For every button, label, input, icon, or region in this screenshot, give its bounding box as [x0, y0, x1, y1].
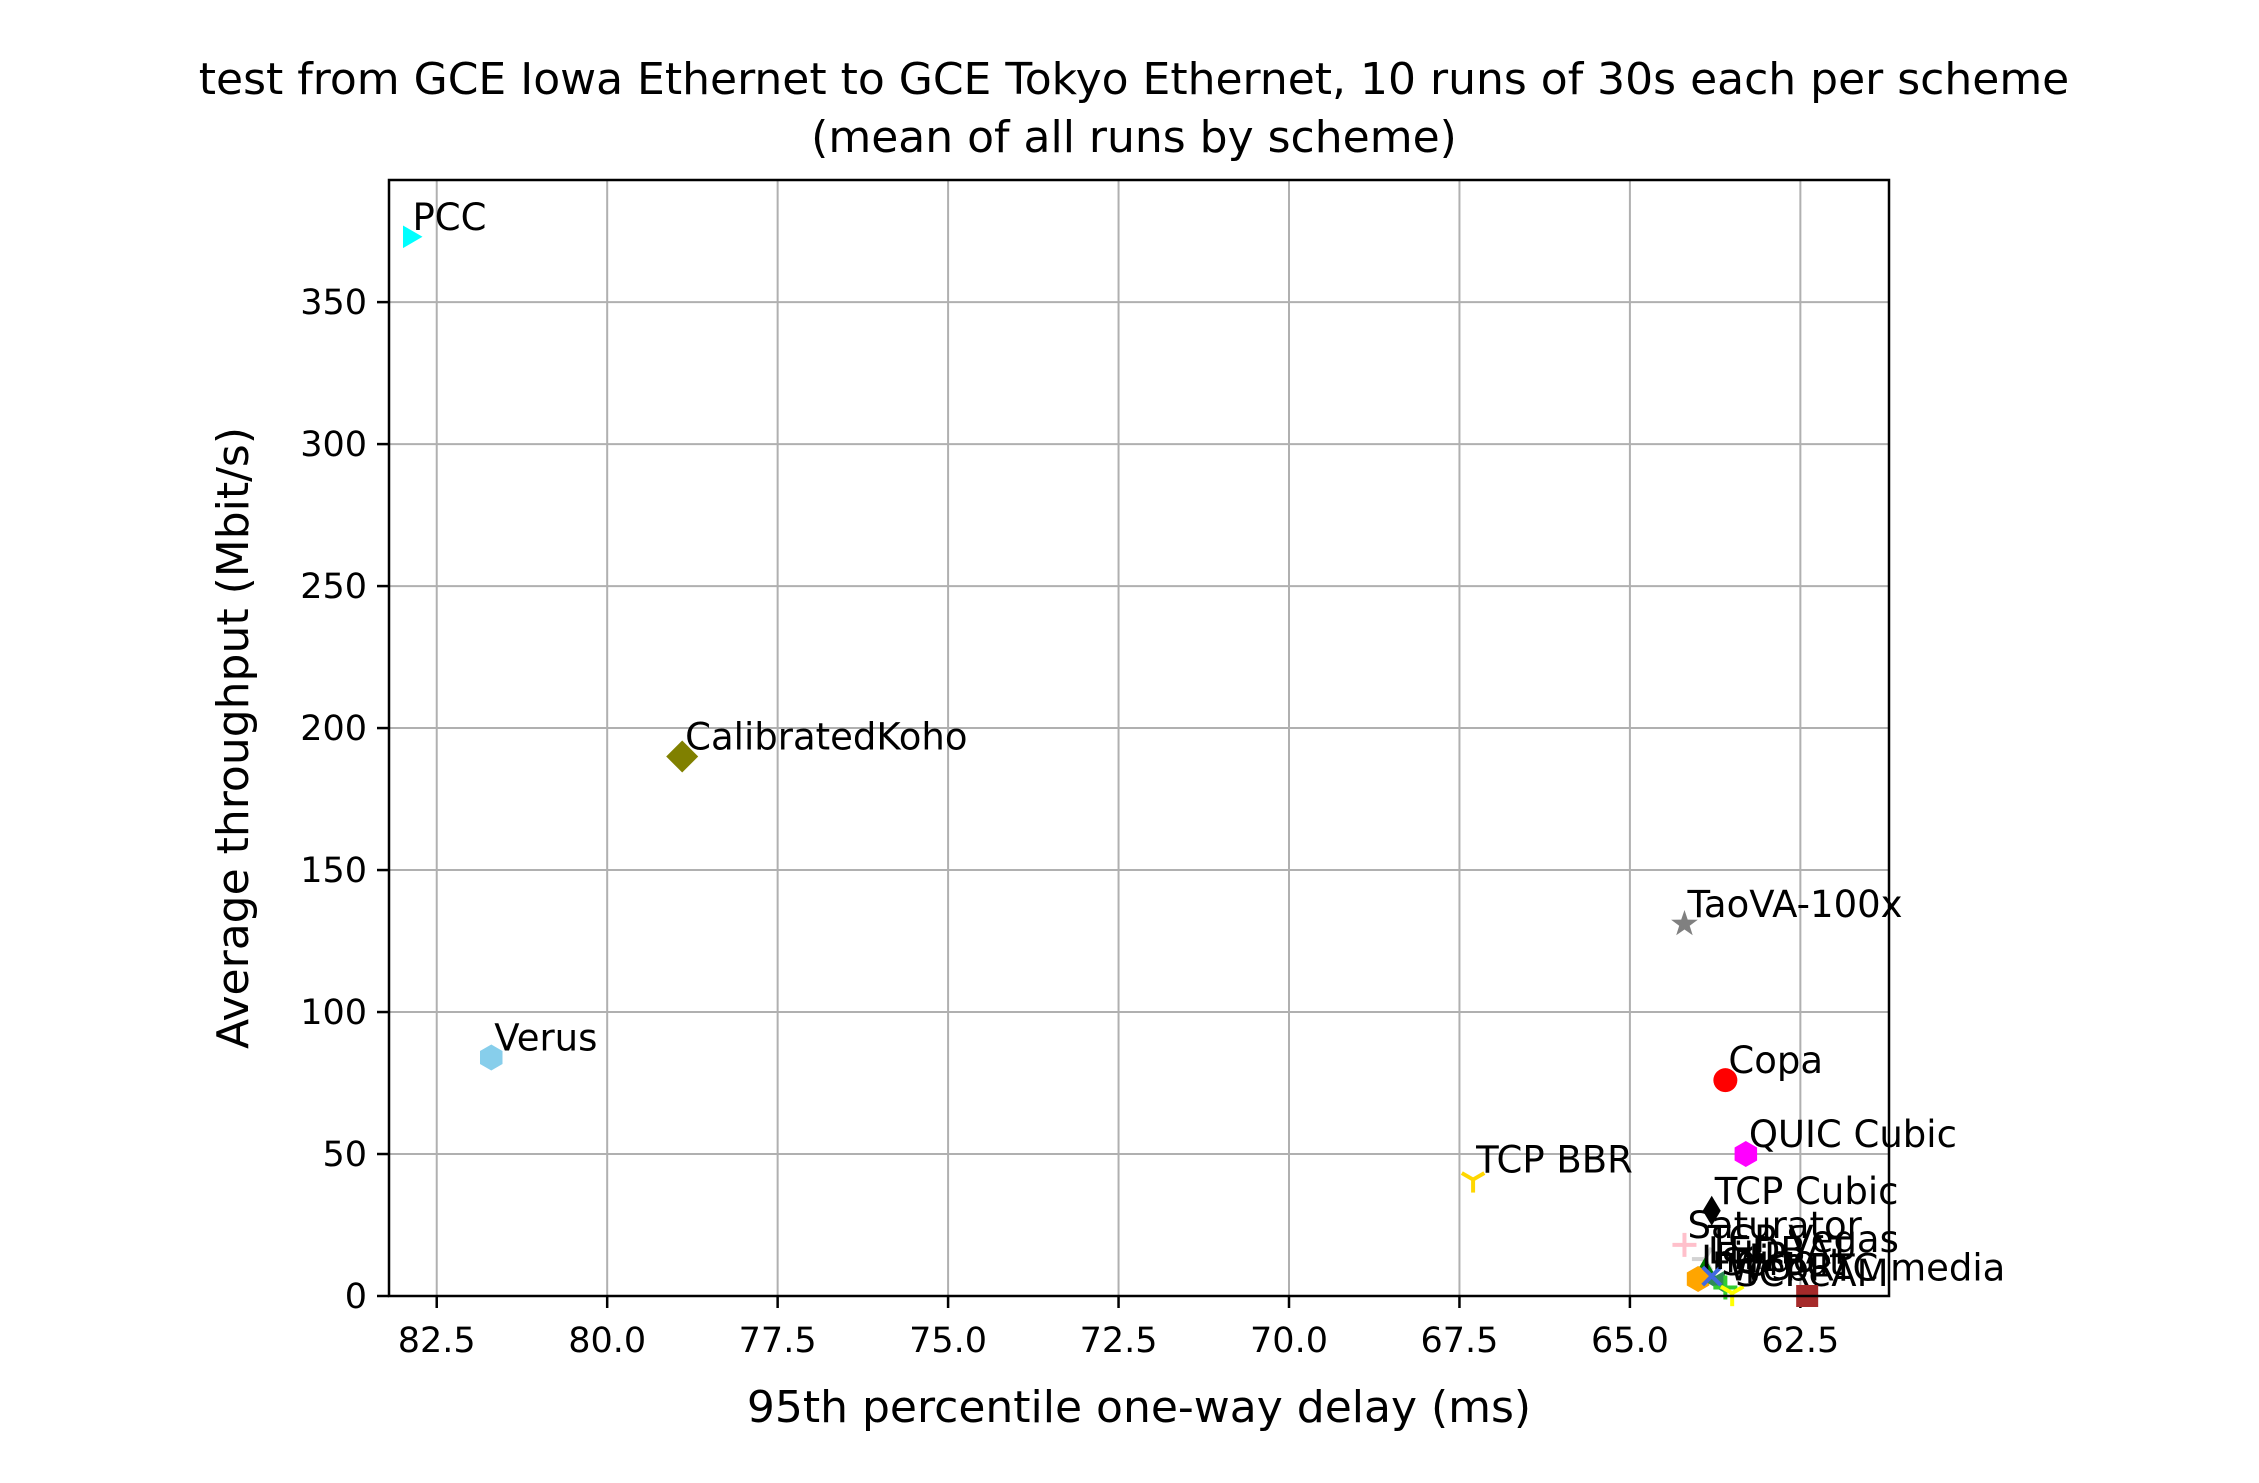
y-tick-label: 0	[345, 1277, 367, 1317]
y-tick-label: 50	[322, 1135, 367, 1175]
grid-lines	[389, 180, 1889, 1297]
point-copa	[1713, 1068, 1738, 1093]
x-tick-label: 62.5	[1761, 1321, 1839, 1361]
chart-subtitle: (mean of all runs by scheme)	[811, 112, 1457, 163]
y-tick-label: 150	[300, 851, 367, 891]
point-label: Sprout	[1722, 1241, 1844, 1284]
axis-ticks: 82.5 80.0 77.5 75.0 72.5 70.0 67.5 65.0 62.5 0 50 1…	[300, 283, 1839, 1361]
x-tick-label: 72.5	[1080, 1321, 1158, 1361]
x-tick-label: 77.5	[739, 1321, 817, 1361]
plot-frame	[387, 178, 1891, 1298]
point-label: TCP BBR	[1475, 1139, 1633, 1182]
y-tick-label: 200	[300, 709, 367, 749]
point-tcp-cubic	[1702, 1195, 1721, 1226]
y-axis-label: Average throughput (Mbit/s)	[208, 427, 259, 1049]
point-label: CalibratedKoho	[685, 715, 967, 758]
x-tick-label: 65.0	[1591, 1321, 1669, 1361]
y-tick-label: 300	[300, 425, 367, 465]
point-saturator	[1672, 1232, 1697, 1257]
point-verus	[480, 1044, 503, 1071]
point-label: Saturator	[1687, 1204, 1862, 1247]
data-points: PCC CalibratedKoho TaoVA-100x Verus Copa QUIC…	[403, 196, 2005, 1307]
y-tick-label: 100	[300, 993, 367, 1033]
x-tick-label: 82.5	[398, 1321, 476, 1361]
point-label: WebRTC media	[1728, 1246, 2005, 1289]
point-label: TCP Vegas	[1707, 1218, 1899, 1261]
x-axis-label: 95th percentile one-way delay (ms)	[747, 1382, 1531, 1433]
point-taova-100x	[1671, 910, 1698, 936]
point-label: TaoVA-100x	[1686, 883, 1902, 926]
point-quic-cubic	[1734, 1141, 1758, 1167]
chart-title: test from GCE Iowa Ethernet to GCE Tokyo…	[199, 54, 2070, 105]
y-tick-label: 250	[300, 567, 367, 607]
point-fillp	[1701, 1265, 1723, 1287]
point-label: Copa	[1728, 1039, 1823, 1082]
point-label: PCC	[412, 196, 486, 239]
x-tick-label: 67.5	[1420, 1321, 1498, 1361]
point-label: Verus	[494, 1016, 597, 1059]
point-pcc	[403, 225, 423, 249]
point-tcp-bbr	[1460, 1171, 1486, 1193]
x-tick-label: 75.0	[909, 1321, 987, 1361]
point-calibratedkoho	[666, 740, 699, 773]
point-label: FillP	[1715, 1235, 1787, 1278]
point-label: LEDBAT	[1708, 1229, 1851, 1272]
point-label: TCP Cubic	[1714, 1170, 1899, 1213]
x-tick-label: 80.0	[568, 1321, 646, 1361]
x-tick-label: 70.0	[1250, 1321, 1328, 1361]
point-label: QUIC Cubic	[1749, 1113, 1957, 1156]
y-tick-label: 350	[300, 283, 367, 323]
